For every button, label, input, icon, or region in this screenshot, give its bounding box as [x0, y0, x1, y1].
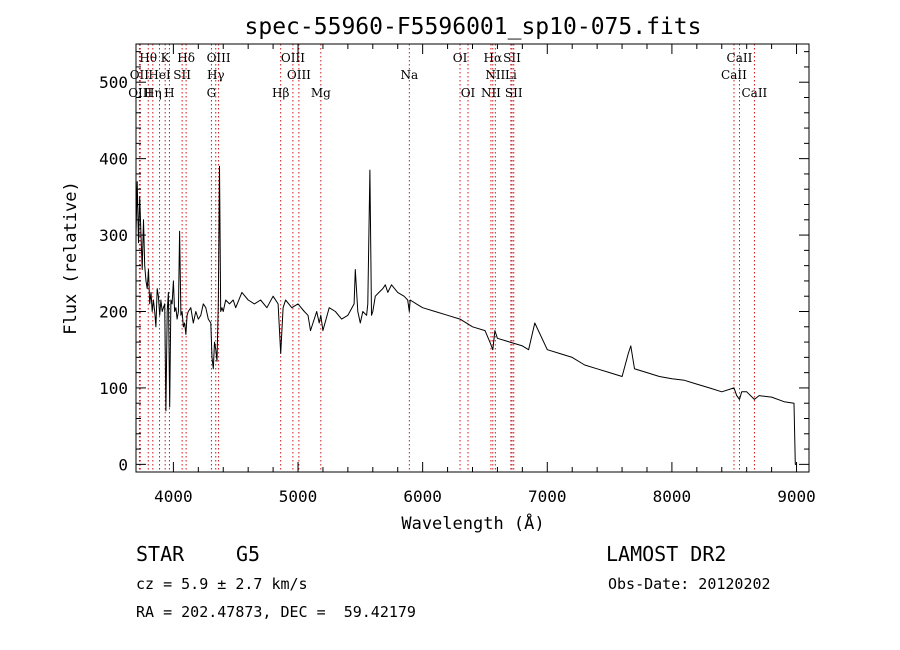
line-label: SII — [503, 51, 521, 65]
line-label: Hη — [144, 86, 162, 100]
observation-date: Obs-Date: 20120202 — [608, 575, 771, 593]
x-tick-label: 5000 — [279, 487, 318, 506]
line-label: CaII — [721, 68, 747, 82]
line-label: OIII — [207, 51, 231, 65]
y-tick-label: 0 — [118, 455, 128, 474]
line-label: Hβ — [272, 86, 289, 100]
line-label: Li — [505, 68, 517, 82]
line-label: Na — [400, 68, 418, 82]
y-axis-label: Flux (relative) — [61, 181, 81, 335]
coordinates-text: RA = 202.47873, DEC = 59.42179 — [136, 603, 416, 621]
line-label: CaII — [741, 86, 767, 100]
y-tick-label: 200 — [99, 303, 128, 322]
spectrum-line — [135, 165, 797, 465]
x-tick-label: 9000 — [777, 487, 816, 506]
x-tick-label: 4000 — [154, 487, 193, 506]
object-class: STAR — [136, 542, 185, 566]
line-label: OIII — [287, 68, 311, 82]
chart-title: spec-55960-F5596001_sp10-075.fits — [245, 14, 702, 40]
line-label: Hα — [484, 51, 503, 65]
object-subclass: G5 — [236, 542, 261, 566]
line-label: HeI — [148, 68, 171, 82]
line-label: OIII — [281, 51, 305, 65]
line-label: OIII — [128, 86, 152, 100]
y-tick-label: 400 — [99, 150, 128, 169]
line-label: Mg — [311, 86, 331, 100]
line-label: Hδ — [177, 51, 195, 65]
plot-frame — [135, 43, 810, 473]
x-tick-label: 8000 — [653, 487, 692, 506]
x-axis-label: Wavelength (Å) — [401, 512, 544, 534]
line-label: NII — [485, 68, 505, 82]
line-label: Hγ — [207, 68, 225, 82]
line-label: CaII — [727, 51, 753, 65]
redshift-text: cz = 5.9 ± 2.7 km/s — [136, 575, 308, 593]
line-label: SII — [505, 86, 523, 100]
y-tick-label: 500 — [99, 73, 128, 92]
x-tick-label: 6000 — [403, 487, 442, 506]
line-label: K — [161, 51, 171, 65]
y-tick-label: 300 — [99, 226, 128, 245]
line-label: NII — [481, 86, 501, 100]
x-tick-label: 7000 — [528, 487, 567, 506]
line-label: Hθ — [139, 51, 157, 65]
survey-name: LAMOST DR2 — [606, 542, 727, 566]
line-label: SII — [173, 68, 191, 82]
line-label: OII — [130, 68, 150, 82]
line-label: OI — [461, 86, 476, 100]
line-label: G — [207, 86, 217, 100]
line-label: OI — [453, 51, 468, 65]
y-tick-label: 100 — [99, 379, 128, 398]
line-label: H — [164, 86, 174, 100]
